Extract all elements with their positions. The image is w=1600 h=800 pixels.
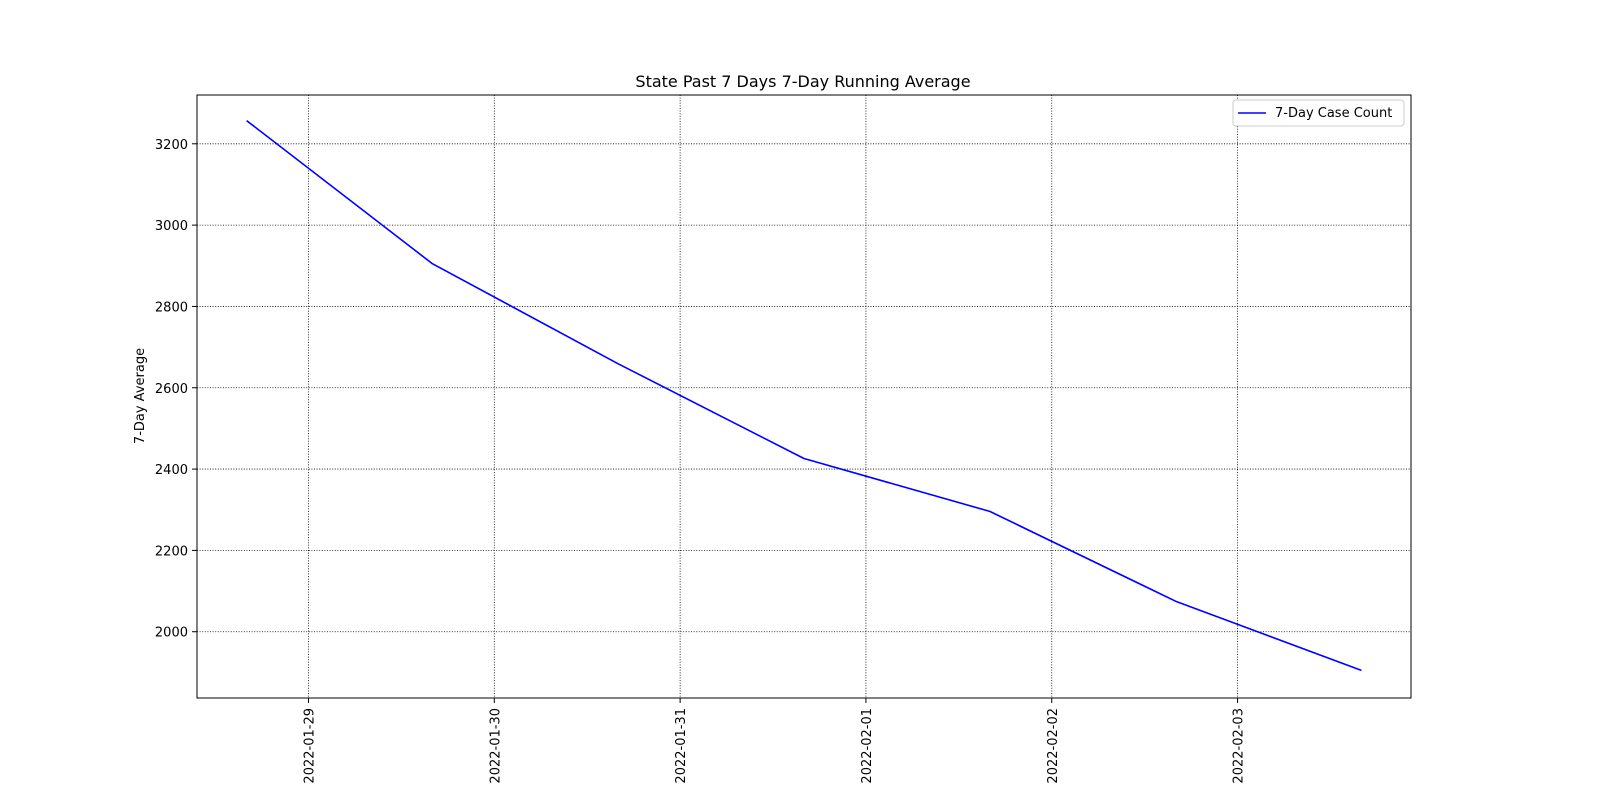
x-tick-label: 2022-02-02 <box>1046 708 1061 784</box>
y-tick-label: 3200 <box>155 138 188 153</box>
x-tick-label: 2022-01-30 <box>488 708 503 784</box>
x-tick-label: 2022-01-29 <box>302 708 317 784</box>
axis-ticks: 2000 2200 2400 2600 2800 3000 3200 2022-01-29 20… <box>155 138 1247 784</box>
y-tick-label: 3000 <box>155 219 188 234</box>
chart-title: State Past 7 Days 7-Day Running Average <box>635 72 970 91</box>
grid-lines <box>197 95 1411 698</box>
x-tick-label: 2022-02-03 <box>1232 708 1247 784</box>
y-tick-label: 2800 <box>155 300 188 315</box>
x-tick-label: 2022-02-01 <box>860 708 875 784</box>
y-tick-label: 2200 <box>155 544 188 559</box>
y-tick-label: 2000 <box>155 626 188 641</box>
legend: 7-Day Case Count <box>1232 99 1405 127</box>
legend-box <box>1232 99 1405 127</box>
y-tick-label: 2600 <box>155 382 188 397</box>
legend-label-0: 7-Day Case Count <box>1275 106 1392 121</box>
x-tick-label: 2022-01-31 <box>674 708 689 784</box>
plot-area-frame <box>196 94 1412 699</box>
y-axis-title: 7-Day Average <box>133 348 148 444</box>
y-tick-label: 2400 <box>155 463 188 478</box>
series-lines <box>246 119 1362 672</box>
